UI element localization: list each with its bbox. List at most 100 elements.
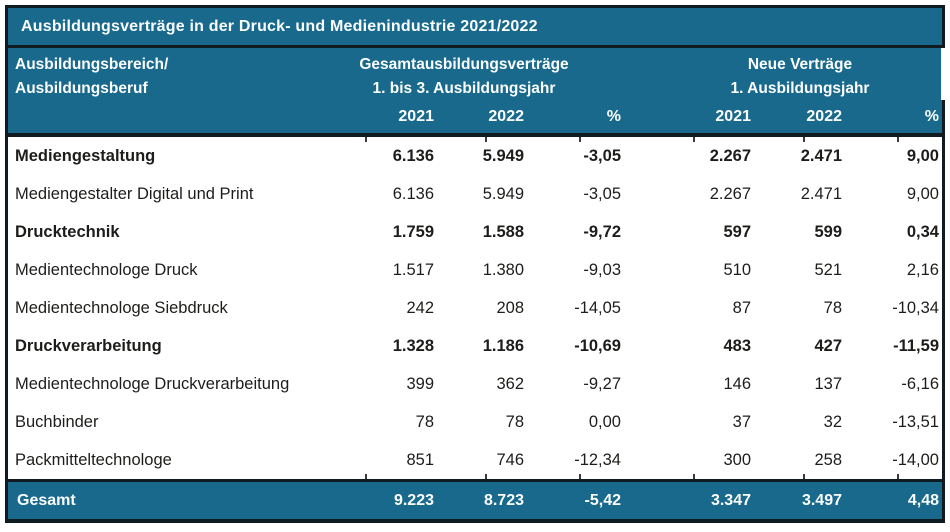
- title-divider: [8, 45, 942, 48]
- table-row: Medientechnologe Druck 1.517 1.380 -9,03…: [8, 251, 942, 289]
- value-cell: -10,34: [892, 298, 939, 317]
- row-label: Packmitteltechnologe: [15, 450, 172, 469]
- value-cell: 0,34: [906, 222, 939, 241]
- footer-label: Gesamt: [17, 491, 76, 509]
- value-cell: 9,00: [906, 184, 939, 203]
- value-cell: 6.136: [392, 184, 434, 203]
- value-cell: -14,00: [892, 450, 939, 469]
- table-row: Medientechnologe Druckverarbeitung 399 3…: [8, 365, 942, 403]
- footer-divider: [8, 479, 942, 482]
- footer-value-cell: 4,48: [907, 491, 939, 509]
- value-cell: 1.759: [392, 222, 434, 241]
- value-cell: 300: [723, 450, 751, 469]
- cell-border-tick: [485, 137, 487, 142]
- value-cell: 78: [823, 298, 842, 317]
- value-cell: 242: [406, 298, 434, 317]
- value-cell: 1.380: [482, 260, 524, 279]
- year-header-2022-total: 2022: [488, 107, 524, 125]
- value-cell: 399: [406, 374, 434, 393]
- value-cell: 1.588: [482, 222, 524, 241]
- cell-border-tick: [897, 474, 899, 479]
- value-cell: -11,59: [893, 336, 939, 355]
- value-cell: -9,27: [583, 374, 621, 393]
- column-group-header: Ausbildungsbereich/ Ausbildungsberuf Ges…: [8, 48, 945, 101]
- row-label: Drucktechnik: [15, 222, 120, 241]
- value-cell: 137: [814, 374, 842, 393]
- group1-line2: 1. bis 3. Ausbildungsjahr: [372, 80, 556, 97]
- value-cell: 37: [732, 412, 751, 431]
- row-label: Medientechnologe Druck: [15, 260, 198, 279]
- header-notch: [941, 48, 945, 100]
- cell-border-tick: [803, 474, 805, 479]
- value-cell: 851: [406, 450, 434, 469]
- row-label: Buchbinder: [15, 412, 99, 431]
- group-header-total-contracts: Gesamtausbildungsverträge 1. bis 3. Ausb…: [359, 53, 568, 101]
- value-cell: 483: [723, 336, 751, 355]
- value-cell: 78: [505, 412, 524, 431]
- cell-border-tick: [693, 474, 695, 479]
- value-cell: 2,16: [906, 260, 939, 279]
- value-cell: 78: [415, 412, 434, 431]
- footer-value-cell: -5,42: [584, 491, 621, 509]
- value-cell: 32: [823, 412, 842, 431]
- table-row: Mediengestaltung 6.136 5.949 -3,05 2.267…: [8, 137, 942, 175]
- row-label: Mediengestaltung: [15, 146, 156, 165]
- value-cell: 1.328: [392, 336, 434, 355]
- value-cell: 362: [496, 374, 524, 393]
- value-cell: 427: [814, 336, 842, 355]
- contracts-table: Ausbildungsverträge in der Druck- und Me…: [5, 5, 945, 523]
- value-cell: -12,34: [574, 450, 621, 469]
- value-cell: 1.186: [482, 336, 524, 355]
- cell-border-tick: [803, 137, 805, 142]
- value-cell: 746: [496, 450, 524, 469]
- value-cell: 510: [723, 260, 751, 279]
- year-header-row: 2021 2022 % 2021 2022 %: [8, 100, 942, 133]
- footer-value-cell: 3.347: [710, 491, 751, 509]
- value-cell: -9,03: [583, 260, 621, 279]
- table-row: Drucktechnik 1.759 1.588 -9,72 597 599 0…: [8, 213, 942, 251]
- value-cell: 599: [814, 222, 842, 241]
- value-cell: 597: [723, 222, 751, 241]
- table-row: Buchbinder 78 78 0,00 37 32 -13,51: [8, 403, 942, 441]
- group2-line1: Neue Verträge: [747, 56, 853, 73]
- table-body: Mediengestaltung 6.136 5.949 -3,05 2.267…: [8, 137, 942, 479]
- cell-border-tick: [579, 137, 581, 142]
- value-cell: 0,00: [588, 412, 621, 431]
- area-column-header: Ausbildungsbereich/ Ausbildungsberuf: [15, 53, 168, 101]
- value-cell: -13,51: [892, 412, 939, 431]
- value-cell: 2.471: [800, 146, 842, 165]
- footer-value-cell: 8.723: [483, 491, 524, 509]
- year-header-2021-new: 2021: [715, 107, 751, 125]
- value-cell: -9,72: [583, 222, 621, 241]
- table-row: Mediengestalter Digital und Print 6.136 …: [8, 175, 942, 213]
- value-cell: 5.949: [482, 146, 524, 165]
- row-label: Mediengestalter Digital und Print: [15, 184, 254, 203]
- table-row: Packmitteltechnologe 851 746 -12,34 300 …: [8, 441, 942, 479]
- value-cell: 2.267: [709, 146, 751, 165]
- value-cell: 258: [814, 450, 842, 469]
- table-title: Ausbildungsverträge in der Druck- und Me…: [8, 8, 942, 45]
- area-header-line2: Ausbildungsberuf: [15, 80, 148, 97]
- value-cell: -14,05: [574, 298, 621, 317]
- cell-border-tick: [365, 137, 367, 142]
- row-label: Medientechnologe Druckverarbeitung: [15, 374, 290, 393]
- value-cell: 87: [732, 298, 751, 317]
- footer-value-cell: 9.223: [393, 491, 434, 509]
- year-header-2022-new: 2022: [806, 107, 842, 125]
- value-cell: 1.517: [392, 260, 434, 279]
- group2-line2: 1. Ausbildungsjahr: [730, 80, 870, 97]
- year-header-pct-new: %: [924, 107, 939, 125]
- cell-border-tick: [485, 474, 487, 479]
- value-cell: -3,05: [583, 184, 621, 203]
- value-cell: -3,05: [583, 146, 621, 165]
- value-cell: 2.267: [709, 184, 751, 203]
- cell-border-tick: [579, 474, 581, 479]
- group-header-new-contracts: Neue Verträge 1. Ausbildungsjahr: [731, 53, 870, 101]
- value-cell: 208: [496, 298, 524, 317]
- cell-border-tick: [897, 137, 899, 142]
- group1-line1: Gesamtausbildungsverträge: [359, 56, 569, 73]
- row-label: Druckverarbeitung: [15, 336, 162, 355]
- value-cell: 146: [723, 374, 751, 393]
- footer-value-cell: 3.497: [801, 491, 842, 509]
- value-cell: 2.471: [800, 184, 842, 203]
